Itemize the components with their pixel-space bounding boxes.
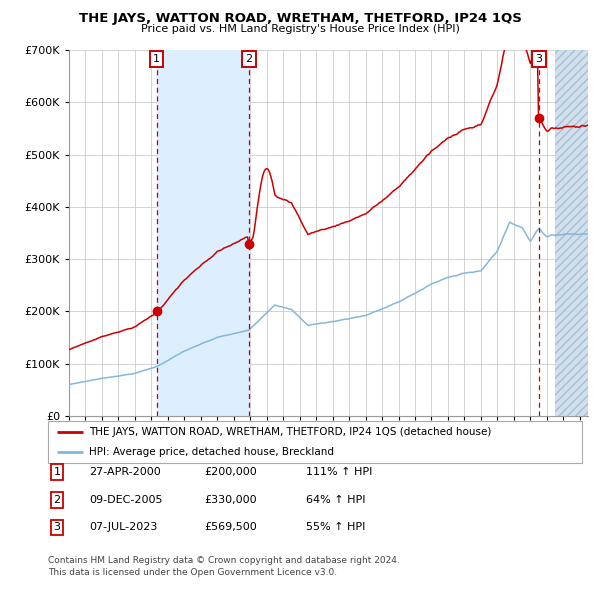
Bar	[555, 50, 588, 416]
Text: 09-DEC-2005: 09-DEC-2005	[89, 495, 162, 504]
Text: HPI: Average price, detached house, Breckland: HPI: Average price, detached house, Brec…	[89, 447, 334, 457]
Text: 1: 1	[153, 54, 160, 64]
Text: £330,000: £330,000	[204, 495, 257, 504]
Text: 3: 3	[53, 523, 61, 532]
Text: 64% ↑ HPI: 64% ↑ HPI	[306, 495, 365, 504]
Text: 2: 2	[245, 54, 253, 64]
Text: THE JAYS, WATTON ROAD, WRETHAM, THETFORD, IP24 1QS (detached house): THE JAYS, WATTON ROAD, WRETHAM, THETFORD…	[89, 427, 491, 437]
Text: 55% ↑ HPI: 55% ↑ HPI	[306, 523, 365, 532]
Text: Price paid vs. HM Land Registry's House Price Index (HPI): Price paid vs. HM Land Registry's House …	[140, 24, 460, 34]
Text: 111% ↑ HPI: 111% ↑ HPI	[306, 467, 373, 477]
Text: £569,500: £569,500	[204, 523, 257, 532]
Text: 3: 3	[535, 54, 542, 64]
Text: 2: 2	[53, 495, 61, 504]
Text: Contains HM Land Registry data © Crown copyright and database right 2024.
This d: Contains HM Land Registry data © Crown c…	[48, 556, 400, 576]
Text: 1: 1	[53, 467, 61, 477]
Text: THE JAYS, WATTON ROAD, WRETHAM, THETFORD, IP24 1QS: THE JAYS, WATTON ROAD, WRETHAM, THETFORD…	[79, 12, 521, 25]
Text: 27-APR-2000: 27-APR-2000	[89, 467, 161, 477]
Text: 07-JUL-2023: 07-JUL-2023	[89, 523, 157, 532]
Text: £200,000: £200,000	[204, 467, 257, 477]
Bar	[157, 50, 249, 416]
